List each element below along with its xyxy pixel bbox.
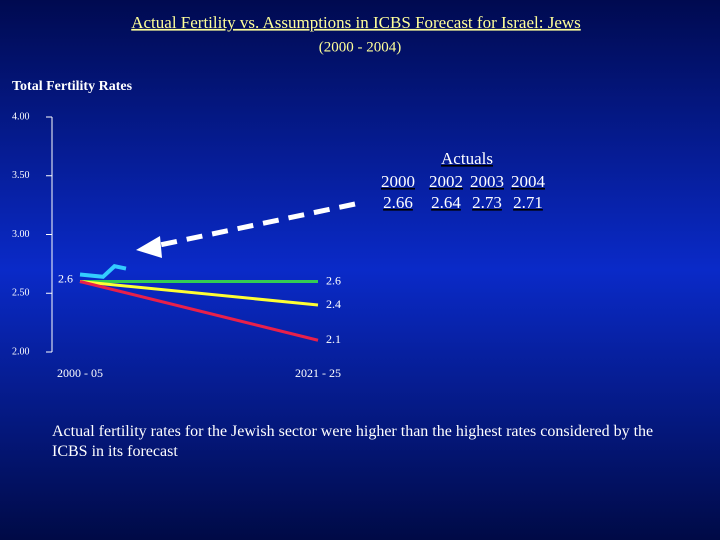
actuals-year: 2003 <box>470 172 504 191</box>
y-tick-label: 3.50 <box>12 170 30 181</box>
actuals-value: 2.66 <box>383 193 413 212</box>
actuals-title: Actuals <box>441 149 493 168</box>
forecast-line <box>79 280 319 342</box>
y-tick-label: 4.00 <box>12 111 30 122</box>
actuals-year: 2004 <box>511 172 546 191</box>
title: Actual Fertility vs. Assumptions in ICBS… <box>131 13 581 32</box>
y-tick-label: 2.00 <box>12 346 30 357</box>
end-label: 2.4 <box>326 297 341 311</box>
annotation: Actual fertility rates for the Jewish se… <box>52 423 654 460</box>
forecast-line <box>79 280 319 307</box>
x-tick-label: 2000 - 05 <box>57 366 103 380</box>
actuals-value: 2.71 <box>513 193 543 212</box>
actuals-year: 2002 <box>429 172 463 191</box>
end-label: 2.1 <box>326 332 341 346</box>
actuals-line <box>79 264 127 279</box>
y-tick-label: 2.50 <box>12 288 30 299</box>
y-tick-label: 3.00 <box>12 229 30 240</box>
actuals-box: Actuals 2000 2.66 2002 2.64 2003 2.73 2004 2.71 <box>381 149 546 212</box>
x-tick-label: 2021 - 25 <box>295 366 341 380</box>
start-label: 2.6 <box>58 271 73 285</box>
note-box: Actual fertility rates for the Jewish se… <box>52 423 654 460</box>
forecast-arrow <box>136 201 356 258</box>
subtitle: (2000 - 2004) <box>319 39 402 55</box>
y-axis-title: Total Fertility Rates <box>12 79 133 94</box>
end-label: 2.6 <box>326 273 341 287</box>
actuals-year: 2000 <box>381 172 415 191</box>
actuals-value: 2.64 <box>431 193 461 212</box>
actuals-value: 2.73 <box>472 193 502 212</box>
